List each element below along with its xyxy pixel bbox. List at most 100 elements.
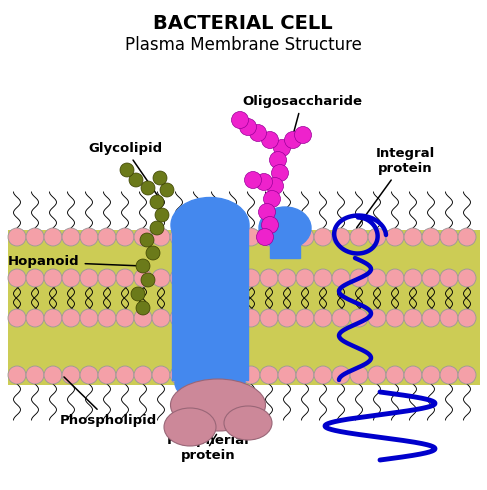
Circle shape [386,366,404,384]
Circle shape [44,228,62,246]
Circle shape [368,269,386,287]
Circle shape [422,269,440,287]
Circle shape [8,366,26,384]
Circle shape [224,309,242,327]
Circle shape [160,183,174,197]
Circle shape [266,177,283,195]
Circle shape [188,366,206,384]
Circle shape [80,309,98,327]
Circle shape [386,309,404,327]
Circle shape [98,309,116,327]
Circle shape [278,269,296,287]
Bar [172,225,248,380]
Circle shape [134,228,152,246]
Circle shape [332,309,350,327]
Circle shape [116,366,134,384]
Circle shape [26,309,44,327]
Circle shape [44,269,62,287]
Circle shape [150,195,164,209]
Circle shape [188,309,206,327]
Circle shape [256,173,273,191]
Circle shape [257,228,274,245]
Circle shape [240,119,257,136]
Circle shape [278,228,296,246]
Circle shape [404,309,422,327]
Circle shape [120,163,134,177]
Circle shape [284,131,301,148]
Circle shape [314,309,332,327]
Circle shape [332,366,350,384]
Circle shape [44,309,62,327]
Circle shape [314,269,332,287]
Circle shape [80,228,98,246]
Circle shape [188,269,206,287]
Circle shape [170,366,188,384]
Circle shape [98,269,116,287]
Circle shape [332,269,350,287]
Circle shape [350,269,368,287]
Circle shape [404,269,422,287]
Circle shape [155,208,169,222]
Circle shape [440,269,458,287]
Circle shape [188,228,206,246]
Circle shape [260,309,278,327]
Text: Phospholipid: Phospholipid [60,377,157,427]
Circle shape [262,131,279,148]
Circle shape [231,112,248,128]
Circle shape [44,366,62,384]
Circle shape [224,366,242,384]
Circle shape [141,181,155,195]
Circle shape [206,366,224,384]
Circle shape [296,269,314,287]
Circle shape [134,366,152,384]
Circle shape [314,228,332,246]
Text: Oligosaccharide: Oligosaccharide [242,95,362,132]
Circle shape [404,366,422,384]
Circle shape [278,366,296,384]
Circle shape [134,269,152,287]
Circle shape [8,269,26,287]
Circle shape [152,309,170,327]
Text: BACTERIAL CELL: BACTERIAL CELL [153,14,333,33]
Circle shape [206,228,224,246]
Circle shape [458,309,476,327]
Circle shape [260,269,278,287]
Circle shape [458,366,476,384]
Circle shape [422,309,440,327]
Circle shape [62,228,80,246]
Circle shape [404,228,422,246]
Circle shape [314,366,332,384]
Circle shape [116,309,134,327]
Circle shape [244,172,262,189]
Circle shape [152,366,170,384]
Circle shape [152,269,170,287]
Circle shape [206,309,224,327]
Text: Hopanoid: Hopanoid [8,255,140,269]
Circle shape [62,269,80,287]
Circle shape [224,269,242,287]
Circle shape [131,287,145,301]
Circle shape [269,151,286,169]
Circle shape [295,126,312,144]
Circle shape [141,273,155,287]
Circle shape [170,269,188,287]
Text: Glycolipid: Glycolipid [88,142,162,200]
Text: Peripherial
protein: Peripherial protein [167,434,249,462]
Ellipse shape [224,406,272,440]
Ellipse shape [170,379,265,431]
Circle shape [440,309,458,327]
Circle shape [458,228,476,246]
Circle shape [296,366,314,384]
Circle shape [136,301,150,315]
Bar [8,230,480,385]
Circle shape [62,309,80,327]
Text: Plasma Membrane Structure: Plasma Membrane Structure [125,36,361,54]
Circle shape [129,173,143,187]
Circle shape [26,228,44,246]
Circle shape [368,309,386,327]
Circle shape [274,140,291,156]
Circle shape [242,269,260,287]
Circle shape [242,366,260,384]
Circle shape [170,309,188,327]
Circle shape [332,228,350,246]
